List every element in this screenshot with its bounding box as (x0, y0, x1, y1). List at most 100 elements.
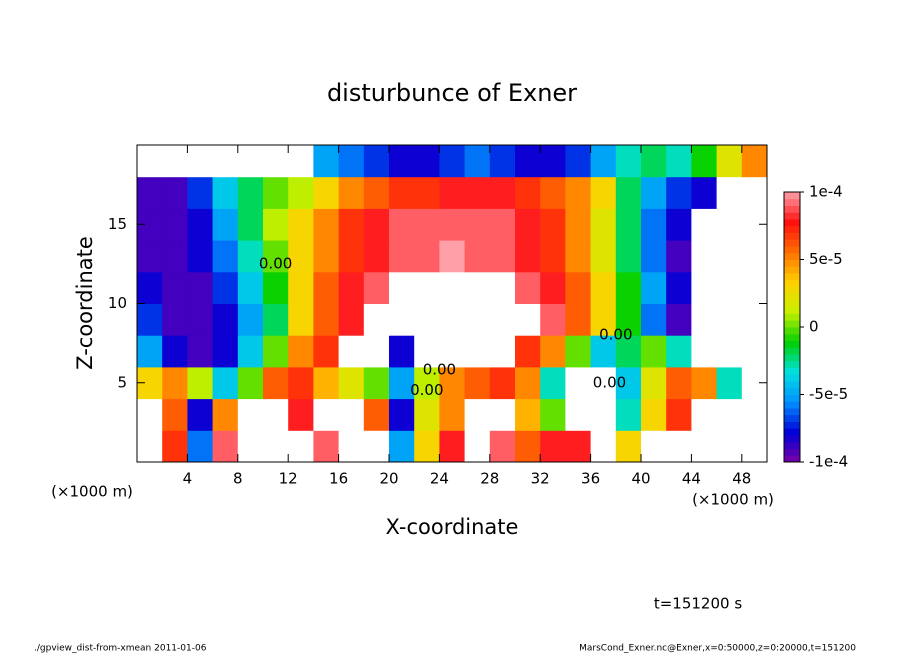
field-cell (515, 145, 541, 178)
field-cell (338, 366, 365, 400)
y-tick-label: 10 (108, 294, 127, 312)
field-cell (439, 145, 466, 178)
field-cell (691, 335, 718, 368)
field-cell (414, 176, 440, 209)
field-cell (615, 208, 642, 241)
field-cell (237, 398, 264, 431)
colorbar-step (784, 347, 800, 355)
field-cell (414, 335, 440, 368)
field-cell (187, 145, 214, 178)
field-cell (464, 271, 491, 304)
colorbar-tick-label: 5e-5 (809, 250, 843, 268)
field-cell (363, 208, 390, 241)
field-cell (439, 430, 466, 463)
colorbar-step (784, 219, 800, 227)
field-cell (338, 335, 365, 368)
field-cell (515, 208, 541, 241)
field-cell (540, 430, 566, 463)
field-cell (212, 398, 239, 431)
field-cell (641, 303, 667, 336)
chart-title: disturbunce of Exner (327, 79, 577, 107)
field-cell (716, 398, 743, 431)
field-cell (263, 335, 289, 368)
field-cell (187, 271, 214, 304)
field-cell (212, 366, 239, 400)
field-cell (162, 303, 188, 336)
field-cell (237, 366, 264, 400)
field-cell (439, 176, 466, 209)
colorbar-step (784, 374, 800, 382)
field-cell (389, 208, 415, 241)
field-cell (641, 208, 667, 241)
contour-label: 0.00 (410, 381, 443, 399)
colorbar-step (784, 313, 800, 321)
field-cell (338, 430, 365, 463)
field-cell (691, 240, 718, 273)
field-cell (439, 240, 466, 273)
field-cell (137, 271, 163, 304)
field-cell (641, 176, 667, 209)
x-unit-right: (×1000 m) (692, 491, 774, 509)
field-cell (439, 366, 466, 400)
field-cell (464, 366, 491, 400)
colorbar-step (784, 387, 800, 395)
field-cell (263, 240, 289, 273)
field-cell (565, 398, 592, 431)
field-cell (414, 366, 440, 400)
colorbar-step (784, 333, 800, 341)
colorbar-step (784, 259, 800, 267)
field-cell (288, 398, 314, 431)
field-cell (363, 271, 390, 304)
field-cell (212, 430, 239, 463)
field-cell (363, 398, 390, 431)
field-cell (338, 398, 365, 431)
field-cell (691, 145, 718, 178)
field-cell (263, 303, 289, 336)
field (137, 145, 768, 463)
colorbar-step (784, 266, 800, 274)
colorbar-step (784, 455, 800, 463)
field-cell (338, 208, 365, 241)
field-cell (590, 240, 617, 273)
field-cell (716, 271, 743, 304)
field-cell (263, 366, 289, 400)
field-cell (313, 430, 340, 463)
field-cell (489, 430, 516, 463)
field-cell (162, 145, 188, 178)
colorbar-step (784, 320, 800, 328)
field-cell (716, 145, 743, 178)
field-cell (288, 271, 314, 304)
field-cell (263, 398, 289, 431)
field-cell (590, 335, 617, 368)
field-cell (691, 303, 718, 336)
colorbar-step (784, 354, 800, 362)
contour-label: 0.00 (593, 373, 626, 391)
field-cell (288, 430, 314, 463)
field-cell (288, 145, 314, 178)
x-tick-label: 44 (682, 470, 701, 488)
field-cell (666, 303, 692, 336)
field-cell (389, 398, 415, 431)
field-cell (212, 271, 239, 304)
x-tick-label: 16 (329, 470, 348, 488)
field-cell (716, 303, 743, 336)
field-cell (162, 430, 188, 463)
field-cell (615, 430, 642, 463)
field-cell (489, 303, 516, 336)
field-cell (741, 430, 768, 463)
field-cell (263, 271, 289, 304)
field-cell (212, 303, 239, 336)
field-cell (414, 430, 440, 463)
field-cell (162, 176, 188, 209)
field-cell (590, 145, 617, 178)
field-cell (641, 145, 667, 178)
field-cell (288, 366, 314, 400)
field-cell (263, 176, 289, 209)
contour-label: 0.00 (599, 326, 632, 344)
field-cell (137, 335, 163, 368)
field-cell (288, 303, 314, 336)
field-cell (338, 240, 365, 273)
contour-label: 0.00 (423, 361, 456, 379)
field-cell (338, 176, 365, 209)
field-cell (263, 430, 289, 463)
